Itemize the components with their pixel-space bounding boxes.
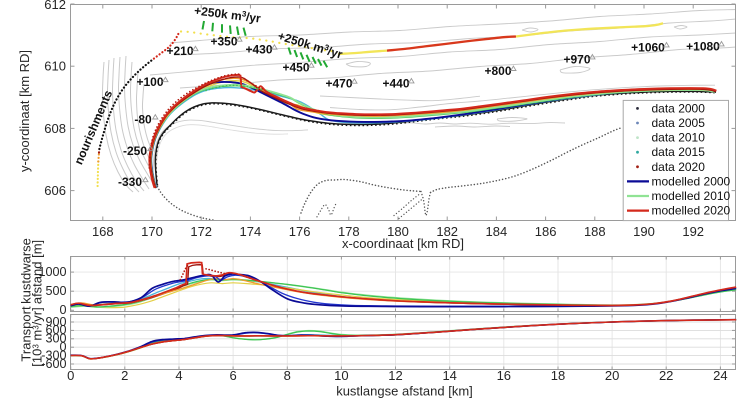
svg-text:6: 6 bbox=[229, 368, 236, 383]
svg-text:kustdwarse: kustdwarse bbox=[19, 238, 34, 304]
svg-text:Transport: Transport bbox=[19, 306, 34, 362]
svg-text:y-coordinaat [km RD]: y-coordinaat [km RD] bbox=[17, 50, 32, 172]
svg-text:180: 180 bbox=[387, 224, 409, 239]
svg-text:data 2010: data 2010 bbox=[652, 131, 706, 145]
svg-text:+800: +800 bbox=[484, 64, 511, 78]
svg-text:modelled 2000: modelled 2000 bbox=[652, 174, 731, 188]
svg-text:192: 192 bbox=[682, 224, 704, 239]
svg-text:174: 174 bbox=[240, 224, 262, 239]
svg-text:data 2015: data 2015 bbox=[652, 145, 706, 159]
svg-text:12: 12 bbox=[388, 368, 402, 383]
svg-text:-330: -330 bbox=[118, 175, 142, 189]
svg-text:610: 610 bbox=[44, 59, 66, 74]
svg-text:2: 2 bbox=[121, 368, 128, 383]
svg-text:+350: +350 bbox=[210, 35, 237, 49]
svg-text:900: 900 bbox=[45, 315, 66, 329]
svg-text:606: 606 bbox=[44, 183, 66, 198]
svg-text:176: 176 bbox=[289, 224, 311, 239]
svg-text:608: 608 bbox=[44, 121, 66, 136]
svg-text:+430: +430 bbox=[245, 43, 272, 57]
svg-text:1000: 1000 bbox=[38, 265, 66, 279]
svg-text:0: 0 bbox=[59, 340, 66, 354]
svg-text:612: 612 bbox=[44, 0, 66, 12]
svg-text:modelled 2020: modelled 2020 bbox=[652, 204, 731, 218]
svg-text:24: 24 bbox=[713, 368, 727, 383]
svg-text:data 2005: data 2005 bbox=[652, 116, 706, 130]
svg-text:afstand [m]: afstand [m] bbox=[30, 240, 45, 304]
svg-text:+440: +440 bbox=[382, 76, 409, 90]
svg-text:-250: -250 bbox=[123, 144, 147, 158]
svg-text:10: 10 bbox=[334, 368, 348, 383]
svg-text:18: 18 bbox=[551, 368, 565, 383]
svg-text:+1060: +1060 bbox=[631, 40, 665, 54]
svg-text:-600: -600 bbox=[41, 357, 66, 371]
svg-text:-300: -300 bbox=[41, 348, 66, 362]
svg-text:190: 190 bbox=[633, 224, 655, 239]
svg-text:kustlangse afstand [km]: kustlangse afstand [km] bbox=[336, 384, 473, 399]
svg-text:500: 500 bbox=[45, 284, 66, 298]
svg-text:16: 16 bbox=[497, 368, 511, 383]
svg-text:14: 14 bbox=[442, 368, 456, 383]
svg-text:4: 4 bbox=[175, 368, 182, 383]
svg-text:168: 168 bbox=[92, 224, 114, 239]
svg-text:182: 182 bbox=[436, 224, 458, 239]
svg-text:186: 186 bbox=[535, 224, 557, 239]
svg-text:+100: +100 bbox=[136, 75, 163, 89]
svg-text:x-coordinaat [km RD]: x-coordinaat [km RD] bbox=[342, 236, 464, 251]
svg-text:+1080: +1080 bbox=[686, 39, 720, 53]
svg-text:178: 178 bbox=[338, 224, 360, 239]
svg-text:22: 22 bbox=[659, 368, 673, 383]
svg-text:0: 0 bbox=[59, 303, 66, 317]
svg-text:modelled 2010: modelled 2010 bbox=[652, 189, 731, 203]
svg-text:20: 20 bbox=[605, 368, 619, 383]
svg-text:188: 188 bbox=[584, 224, 606, 239]
svg-text:-80: -80 bbox=[134, 112, 152, 126]
svg-text:[103 m3/yr]: [103 m3/yr] bbox=[30, 307, 45, 367]
svg-text:0: 0 bbox=[67, 368, 74, 383]
svg-text:172: 172 bbox=[190, 224, 212, 239]
svg-text:+210: +210 bbox=[166, 44, 193, 58]
svg-text:data 2000: data 2000 bbox=[652, 101, 706, 115]
svg-text:data 2020: data 2020 bbox=[652, 160, 706, 174]
svg-text:300: 300 bbox=[45, 332, 66, 346]
svg-text:170: 170 bbox=[141, 224, 163, 239]
svg-text:8: 8 bbox=[284, 368, 291, 383]
svg-text:+470: +470 bbox=[325, 77, 352, 91]
svg-text:+970: +970 bbox=[563, 52, 590, 66]
svg-text:184: 184 bbox=[486, 224, 508, 239]
svg-text:+450: +450 bbox=[282, 61, 309, 75]
svg-text:600: 600 bbox=[45, 323, 66, 337]
